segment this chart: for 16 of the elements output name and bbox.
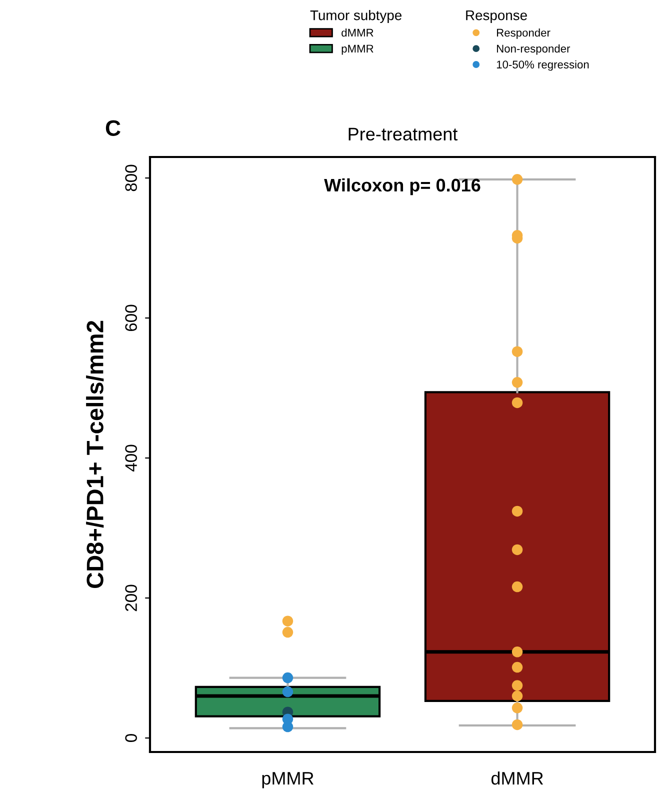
- y-tick-label: 200: [125, 584, 137, 612]
- annotation: Wilcoxon p= 0.016: [324, 178, 480, 196]
- y-tick-label: 0: [125, 734, 137, 742]
- legend-label: pMMR: [342, 44, 374, 55]
- text: Tumor subtype: [310, 10, 402, 23]
- y-axis-title: CD8+/PD1+ T-cells/mm2: [86, 320, 104, 588]
- text: C: [106, 120, 120, 136]
- y-tick-label: 800: [125, 164, 137, 192]
- legend-label: Non-responder: [497, 44, 570, 55]
- y-tick-label: 600: [125, 304, 137, 332]
- legend-label: Responder: [497, 28, 550, 39]
- y-tick-label: 400: [125, 444, 137, 472]
- text: Response: [466, 10, 527, 23]
- legend-label: 10-50% regression: [496, 60, 589, 71]
- chart-title: Pre-treatment: [348, 128, 458, 141]
- legend-label: dMMR: [342, 28, 374, 37]
